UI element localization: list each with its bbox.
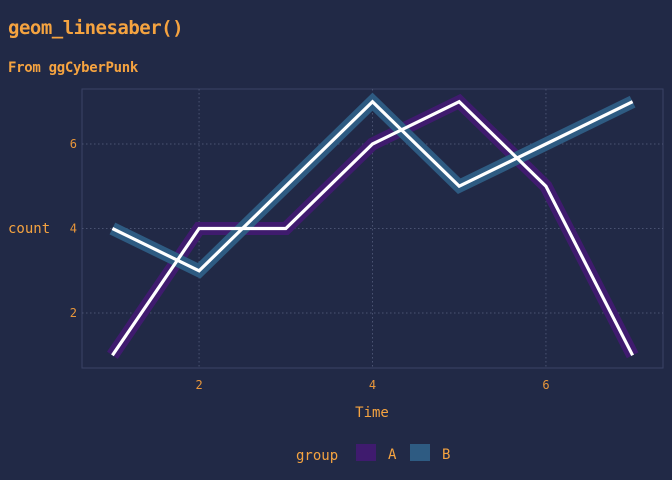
x-axis-title: Time — [355, 405, 389, 421]
legend: group A B — [296, 444, 450, 464]
x-tick-labels: 2 4 6 — [195, 378, 549, 392]
x-tick-label: 2 — [195, 378, 202, 392]
series-b-line — [111, 99, 634, 273]
y-tick-labels: 2 4 6 — [70, 137, 77, 320]
x-tick-label: 4 — [369, 378, 376, 392]
y-tick-label: 2 — [70, 306, 77, 320]
y-tick-label: 6 — [70, 137, 77, 151]
y-axis-title: count — [8, 221, 50, 237]
series-a-line — [111, 99, 635, 357]
legend-title: group — [296, 448, 338, 464]
series-group — [107, 92, 639, 359]
chart-title: geom_linesaber() — [8, 17, 184, 39]
legend-swatch-a — [356, 444, 376, 461]
legend-label-a: A — [388, 447, 397, 463]
legend-swatch-b — [410, 444, 430, 461]
y-tick-label: 4 — [70, 222, 77, 236]
x-tick-label: 6 — [542, 378, 549, 392]
chart-subtitle: From ggCyberPunk — [8, 60, 139, 76]
legend-label-b: B — [442, 447, 450, 463]
